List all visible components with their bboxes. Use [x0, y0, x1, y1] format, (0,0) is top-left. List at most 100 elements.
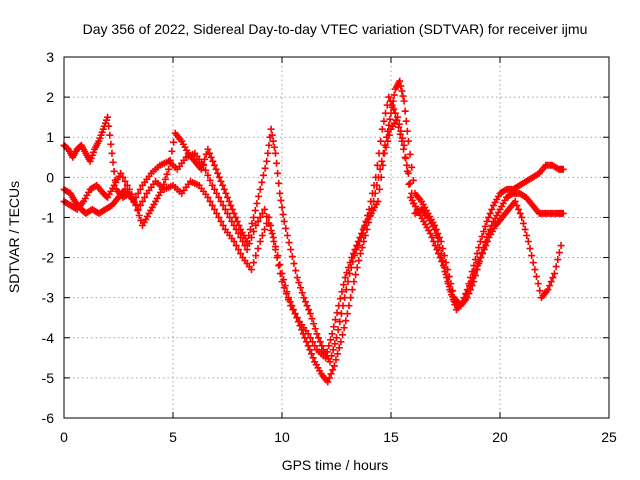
- y-axis-label: SDTVAR / TECUs: [6, 181, 22, 293]
- data-point: [166, 156, 174, 164]
- data-point: [338, 288, 346, 296]
- data-point: [378, 157, 386, 165]
- data-point: [313, 330, 321, 338]
- data-point: [402, 117, 410, 125]
- data-point: [264, 149, 272, 157]
- data-point: [406, 150, 414, 158]
- data-point: [318, 342, 326, 350]
- data-point: [275, 179, 283, 187]
- data-point: [462, 290, 470, 298]
- data-point: [340, 281, 348, 289]
- data-point: [329, 366, 337, 374]
- data-point: [278, 278, 286, 286]
- data-point: [110, 167, 118, 175]
- data-point: [271, 149, 279, 157]
- data-point: [334, 350, 342, 358]
- data-point: [465, 280, 473, 288]
- data-point: [373, 161, 381, 169]
- data-point: [336, 318, 344, 326]
- data-point: [533, 273, 541, 281]
- data-point: [163, 170, 171, 178]
- data-point: [134, 206, 142, 214]
- data-point: [237, 250, 245, 258]
- data-point: [378, 125, 386, 133]
- data-point: [221, 205, 229, 213]
- data-point: [353, 264, 361, 272]
- data-point: [250, 213, 258, 221]
- data-point: [398, 87, 406, 95]
- data-point: [256, 238, 264, 246]
- data-point: [306, 346, 314, 354]
- data-point: [475, 244, 483, 252]
- data-point: [309, 338, 317, 346]
- data-point: [267, 125, 275, 133]
- x-tick-label: 15: [383, 429, 399, 445]
- data-point: [268, 131, 276, 139]
- data-point: [201, 155, 209, 163]
- data-point: [305, 306, 313, 314]
- data-point: [271, 246, 279, 254]
- data-point: [348, 286, 356, 294]
- data-point: [290, 260, 298, 268]
- data-point: [393, 116, 401, 124]
- data-point: [364, 211, 372, 219]
- data-point: [202, 150, 210, 158]
- data-point: [376, 185, 384, 193]
- data-point: [483, 217, 491, 225]
- data-point: [449, 293, 457, 301]
- data-point: [265, 213, 273, 221]
- data-point: [258, 231, 266, 239]
- data-point: [261, 205, 269, 213]
- data-point: [524, 238, 532, 246]
- data-point: [485, 213, 493, 221]
- data-point: [333, 334, 340, 342]
- data-point: [224, 209, 231, 217]
- y-tick-label: 3: [46, 49, 54, 65]
- data-point: [219, 181, 227, 189]
- data-point: [335, 344, 343, 352]
- data-point: [206, 149, 214, 157]
- data-point: [217, 177, 225, 185]
- data-point: [403, 161, 411, 169]
- data-point: [355, 257, 363, 265]
- data-point: [283, 231, 291, 239]
- data-point: [213, 209, 221, 217]
- data-point: [273, 254, 281, 262]
- x-tick-label: 20: [492, 429, 508, 445]
- data-point: [276, 189, 284, 197]
- data-point: [207, 153, 215, 161]
- data-point: [486, 209, 494, 217]
- data-point: [460, 294, 468, 302]
- data-point: [391, 109, 399, 117]
- data-point: [380, 117, 388, 125]
- data-point: [341, 294, 349, 302]
- data-point: [255, 192, 263, 200]
- data-point: [549, 274, 557, 282]
- data-point: [208, 181, 216, 189]
- y-tick-label: 2: [46, 89, 54, 105]
- data-point: [241, 242, 249, 250]
- data-point: [263, 219, 271, 227]
- data-point: [428, 234, 436, 241]
- data-point: [254, 217, 262, 225]
- data-point: [304, 342, 312, 350]
- data-point: [463, 286, 471, 294]
- data-point: [376, 165, 384, 173]
- data-point: [382, 143, 390, 151]
- data-point: [217, 197, 225, 205]
- data-point: [480, 246, 488, 254]
- data-point: [513, 201, 521, 209]
- data-point: [457, 302, 465, 310]
- data-point: [250, 259, 258, 267]
- data-point: [256, 185, 264, 193]
- data-point: [338, 331, 346, 339]
- data-point: [442, 271, 450, 279]
- data-point: [158, 185, 166, 193]
- data-point: [263, 157, 271, 165]
- data-point: [307, 350, 315, 358]
- data-point: [400, 145, 408, 153]
- data-point: [328, 352, 336, 360]
- data-point: [303, 338, 311, 346]
- data-point: [304, 330, 312, 338]
- data-point: [426, 229, 434, 237]
